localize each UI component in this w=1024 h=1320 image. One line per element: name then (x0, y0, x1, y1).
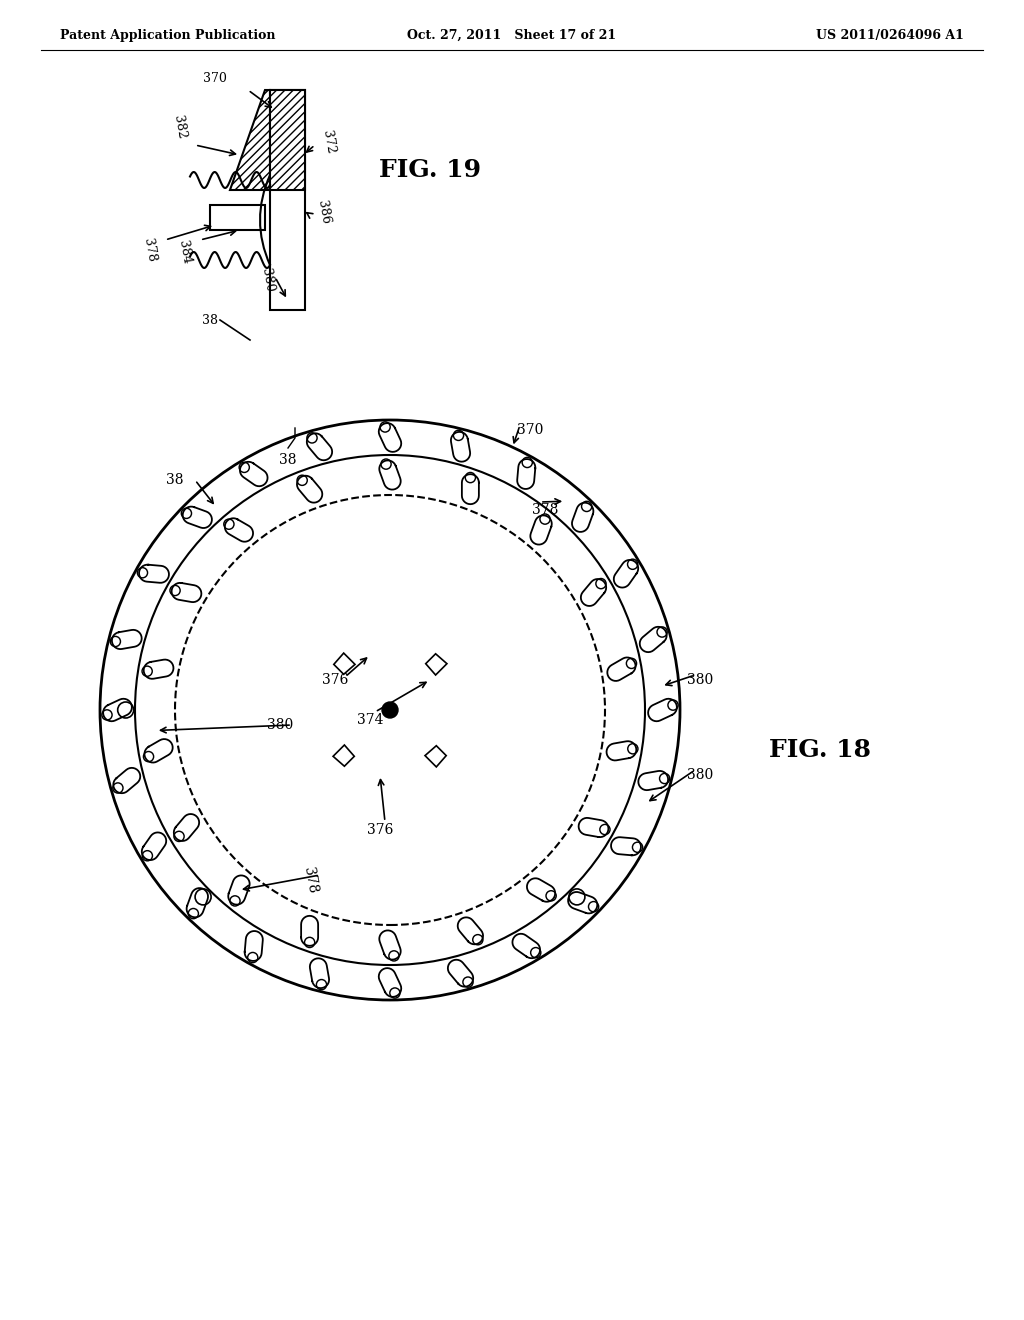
Text: 380: 380 (687, 673, 713, 686)
Text: 376: 376 (322, 673, 348, 686)
Text: 376: 376 (367, 822, 393, 837)
Text: 382: 382 (172, 115, 188, 140)
Text: 38: 38 (166, 473, 183, 487)
Text: 380: 380 (687, 768, 713, 781)
Text: 372: 372 (319, 129, 337, 154)
Text: 38: 38 (202, 314, 218, 326)
Text: 378: 378 (531, 503, 558, 517)
Text: 380: 380 (267, 718, 293, 733)
Text: Patent Application Publication: Patent Application Publication (60, 29, 275, 41)
Text: 370: 370 (203, 73, 227, 84)
Text: 374: 374 (356, 713, 383, 727)
Text: 380: 380 (259, 267, 276, 293)
Text: FIG. 19: FIG. 19 (379, 158, 481, 182)
Text: FIG. 18: FIG. 18 (769, 738, 871, 762)
Text: US 2011/0264096 A1: US 2011/0264096 A1 (816, 29, 964, 41)
Text: 378: 378 (141, 238, 159, 263)
Text: 378: 378 (301, 866, 319, 894)
Text: 386: 386 (315, 199, 332, 224)
Text: Oct. 27, 2011   Sheet 17 of 21: Oct. 27, 2011 Sheet 17 of 21 (408, 29, 616, 41)
Text: 384: 384 (176, 239, 194, 265)
Text: 370: 370 (517, 422, 543, 437)
Polygon shape (270, 90, 305, 190)
Circle shape (382, 702, 398, 718)
Text: 38: 38 (280, 453, 297, 467)
Polygon shape (230, 90, 270, 190)
